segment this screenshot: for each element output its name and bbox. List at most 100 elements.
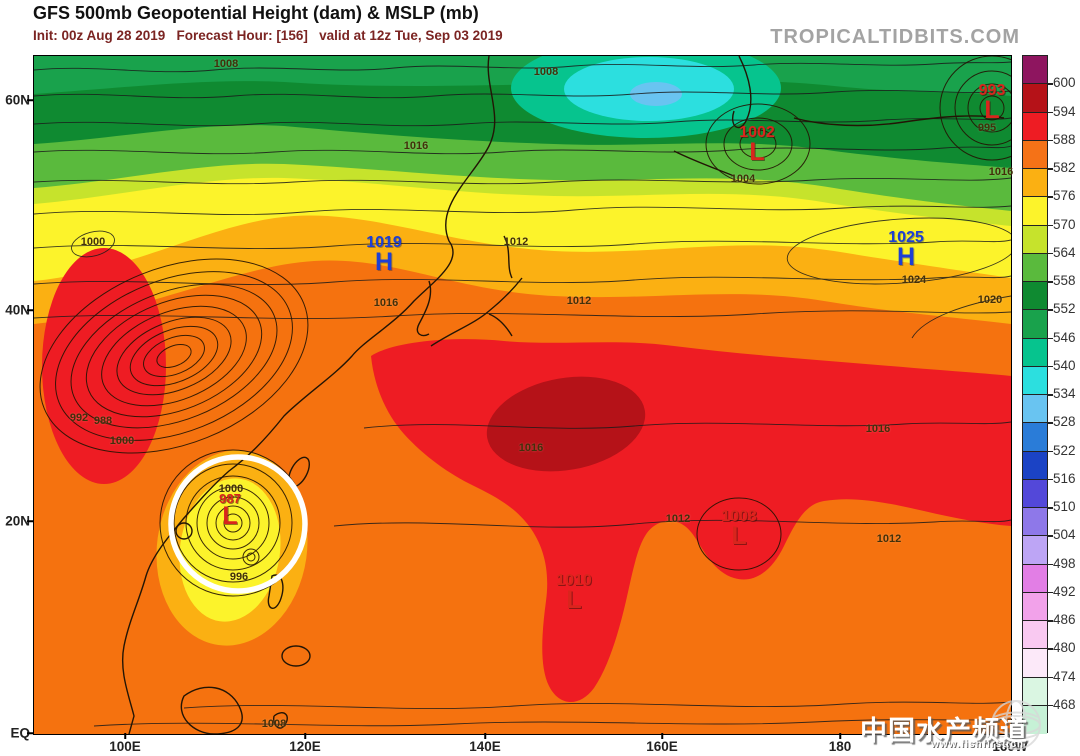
colorbar-segment <box>1023 338 1047 367</box>
colorbar-segment <box>1023 140 1047 169</box>
colorbar-tick <box>1048 450 1053 452</box>
colorbar-tick <box>1048 365 1053 368</box>
colorbar-tick <box>1048 83 1053 85</box>
colorbar-segment <box>1023 282 1047 311</box>
colorbar-tick-label: 600 <box>1053 75 1076 91</box>
x-axis-tick <box>661 733 663 739</box>
colorbar-tick-label: 594 <box>1053 103 1076 119</box>
colorbar-tick <box>1048 139 1053 142</box>
colorbar-segment <box>1023 225 1047 254</box>
colorbar-tick-label: 480 <box>1053 640 1076 656</box>
colorbar-segment <box>1023 479 1047 508</box>
colorbar-tick <box>1048 309 1053 311</box>
colorbar-tick-label: 528 <box>1053 414 1076 430</box>
colorbar-tick <box>1048 394 1053 396</box>
colorbar-tick-label: 468 <box>1053 696 1076 712</box>
colorbar-tick <box>1048 281 1053 283</box>
warm-region-west <box>42 248 166 484</box>
cn-watermark-url: www.fishfirst.cn <box>931 739 1024 750</box>
colorbar-tick <box>1048 337 1053 339</box>
y-axis-tick <box>27 732 33 734</box>
colorbar-tick-label: 570 <box>1053 216 1076 232</box>
page-title: GFS 500mb Geopotential Height (dam) & MS… <box>33 3 479 23</box>
colorbar-segment <box>1023 536 1047 565</box>
y-axis-label: 20N <box>5 513 30 529</box>
colorbar-segment <box>1023 649 1047 678</box>
colorbar-segment <box>1023 169 1047 198</box>
colorbar-tick-label: 534 <box>1053 386 1076 401</box>
typhoon-annotation-circle <box>168 454 308 594</box>
colorbar-segment <box>1023 621 1047 650</box>
coastlines <box>121 56 1005 734</box>
y-axis-tick <box>27 309 33 311</box>
colorbar-tick <box>1048 507 1053 509</box>
mslp-contours <box>34 61 1011 727</box>
colorbar-tick-label: 546 <box>1053 329 1076 345</box>
y-axis-tick <box>27 99 33 101</box>
colorbar-segment <box>1023 197 1047 226</box>
colorbar-segment <box>1023 564 1047 593</box>
colorbar-tick-label: 564 <box>1053 244 1076 260</box>
colorbar-segment <box>1023 56 1047 85</box>
cn-watermark-text: 中国水产频道 <box>860 716 1028 746</box>
x-axis-tick <box>124 733 126 739</box>
colorbar-segment <box>1023 84 1047 113</box>
x-axis-tick <box>304 733 306 739</box>
colorbar-tick-label: 522 <box>1053 442 1076 458</box>
colorbar-tick <box>1048 196 1053 198</box>
colorbar-tick <box>1048 168 1053 170</box>
colorbar-tick-label: 486 <box>1053 612 1076 627</box>
colorbar-segment <box>1023 395 1047 424</box>
colorbar-segment <box>1023 451 1047 480</box>
x-axis-label: 180 <box>828 739 852 754</box>
y-axis-tick <box>27 520 33 522</box>
y-axis-label: 60N <box>5 92 30 108</box>
colorbar-segment <box>1023 310 1047 339</box>
plateau-contour-nest <box>39 258 309 454</box>
colorbar-tick <box>1048 620 1053 622</box>
colorbar-tick-label: 504 <box>1053 527 1076 543</box>
colorbar-tick <box>1048 648 1053 650</box>
y-axis-label: 40N <box>5 302 30 318</box>
x-axis-label: 160E <box>646 739 678 754</box>
colorbar-tick <box>1048 224 1053 226</box>
colorbar-tick-label: 510 <box>1053 499 1076 514</box>
colorbar-tick <box>1048 535 1053 537</box>
x-axis-label: 140E <box>469 739 501 754</box>
colorbar-tick-label: 558 <box>1053 273 1076 288</box>
typhoon-yellow <box>179 478 281 622</box>
colorbar-tick-label: 492 <box>1053 583 1076 599</box>
low-contour-rings <box>159 56 1011 597</box>
x-axis-tick <box>839 733 841 739</box>
map-canvas <box>34 56 1011 734</box>
colorbar-tick <box>1048 704 1053 707</box>
colorbar-tick-label: 552 <box>1053 301 1076 317</box>
colorbar-segment <box>1023 423 1047 452</box>
warm-core-darkred <box>486 376 646 472</box>
colorbar-segment <box>1023 366 1047 395</box>
x-axis-label: 120E <box>289 739 321 754</box>
colorbar-segment <box>1023 508 1047 537</box>
colorbar-segment <box>1023 592 1047 621</box>
colorbar <box>1022 55 1048 734</box>
colorbar-segment <box>1023 677 1047 706</box>
weather-map: 1019 H 1025 H 1002 L 993 L 987 L 1010 L 1008 L 1008 100… <box>33 55 1013 735</box>
colorbar-labels: 600 594 588 582 576 570 564 558 552 546 540 534 528 5… <box>1053 55 1080 733</box>
colorbar-segment <box>1023 253 1047 282</box>
colorbar-tick-label: 516 <box>1053 470 1076 486</box>
colorbar-tick-label: 576 <box>1053 188 1076 204</box>
colorbar-tick <box>1048 591 1053 594</box>
model-run-subtitle: Init: 00z Aug 28 2019 Forecast Hour: [15… <box>33 28 503 43</box>
colorbar-tick-label: 540 <box>1053 357 1076 373</box>
x-axis-tick <box>1009 733 1011 739</box>
colorbar-tick <box>1048 252 1053 255</box>
y-axis-label: EQ <box>10 725 30 741</box>
colorbar-tick-label: 474 <box>1053 668 1076 684</box>
colorbar-tick <box>1048 563 1053 565</box>
globe-icon <box>991 700 1041 750</box>
x-axis-tick <box>484 733 486 739</box>
colorbar-tick-label: 498 <box>1053 555 1076 571</box>
x-axis-label: 100E <box>109 739 141 754</box>
cold-pool-blue <box>630 82 682 106</box>
colorbar-tick <box>1048 422 1053 424</box>
